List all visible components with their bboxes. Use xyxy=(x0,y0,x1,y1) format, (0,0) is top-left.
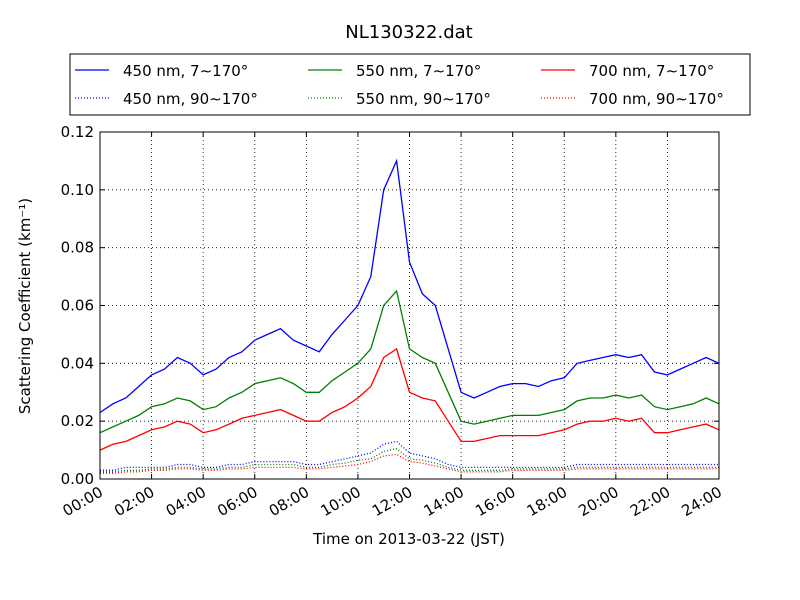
legend-box xyxy=(69,53,751,116)
plot-frame xyxy=(99,131,720,480)
y-tick-label: 0.00 xyxy=(61,470,94,488)
legend-label: 700 nm, 90∼170° xyxy=(589,90,724,108)
y-tick-label: 0.02 xyxy=(61,412,94,430)
series-line xyxy=(99,347,720,451)
y-tick-label: 0.04 xyxy=(61,354,94,372)
legend-label: 550 nm, 90∼170° xyxy=(356,90,491,108)
y-axis-label: Scattering Coefficient (km⁻¹) xyxy=(16,198,34,414)
series-line xyxy=(100,440,719,471)
series-line xyxy=(99,158,720,414)
y-tick-label: 0.10 xyxy=(61,181,94,199)
y-tick-label: 0.08 xyxy=(61,239,94,257)
series-line xyxy=(100,447,719,473)
chart-title: NL130322.dat xyxy=(345,22,472,43)
series-line xyxy=(99,289,720,434)
legend-label: 450 nm, 7∼170° xyxy=(123,62,248,80)
legend-label: 550 nm, 7∼170° xyxy=(356,62,481,80)
x-axis-label: Time on 2013-03-22 (JST) xyxy=(312,530,505,548)
y-tick-label: 0.06 xyxy=(61,297,94,315)
legend-label: 700 nm, 7∼170° xyxy=(589,62,714,80)
legend-label: 450 nm, 90∼170° xyxy=(123,90,258,108)
y-tick-label: 0.12 xyxy=(61,123,94,141)
